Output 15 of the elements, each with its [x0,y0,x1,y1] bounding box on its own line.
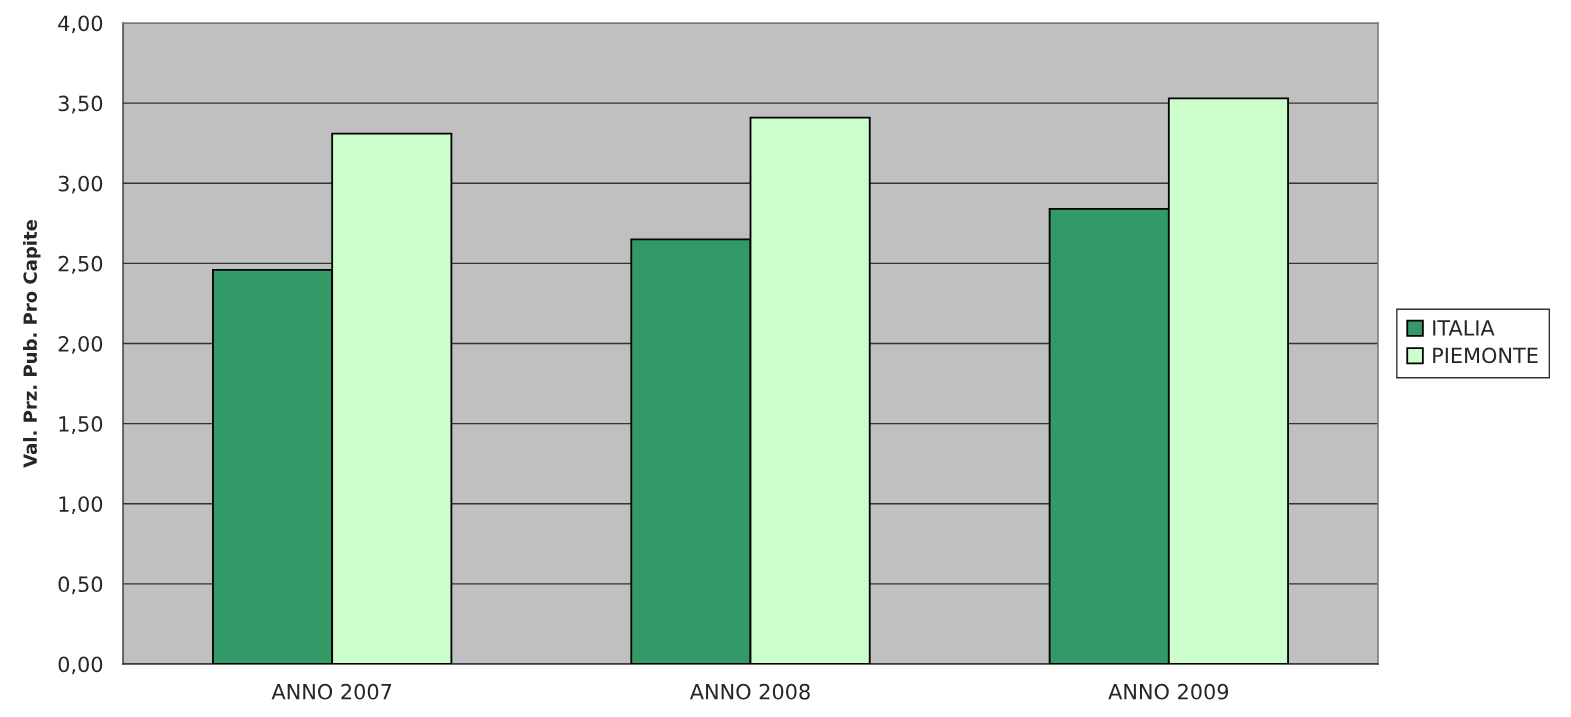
y-tick-label: 1,00 [59,496,103,515]
y-tick-label: 3,00 [58,175,103,194]
y-axis-title: Val. Prz. Pub. Pro Capite [23,220,41,468]
y-tick-label: 4,00 [58,15,103,34]
legend-label: ITALIA [1433,320,1495,336]
y-tick-label: 0,50 [58,576,103,595]
y-tick-label: 1,50 [59,416,103,434]
x-tick-label: ANNO 2008 [689,683,810,700]
x-tick-label: ANNO 2007 [271,683,392,700]
y-tick-label: 0,00 [58,656,103,675]
legend-label: PIEMONTE [1433,347,1538,364]
x-tick-label: ANNO 2009 [1108,683,1229,700]
y-tick-label: 2,00 [58,335,103,354]
y-tick-label: 2,50 [58,255,103,274]
y-tick-label: 3,50 [58,95,103,114]
